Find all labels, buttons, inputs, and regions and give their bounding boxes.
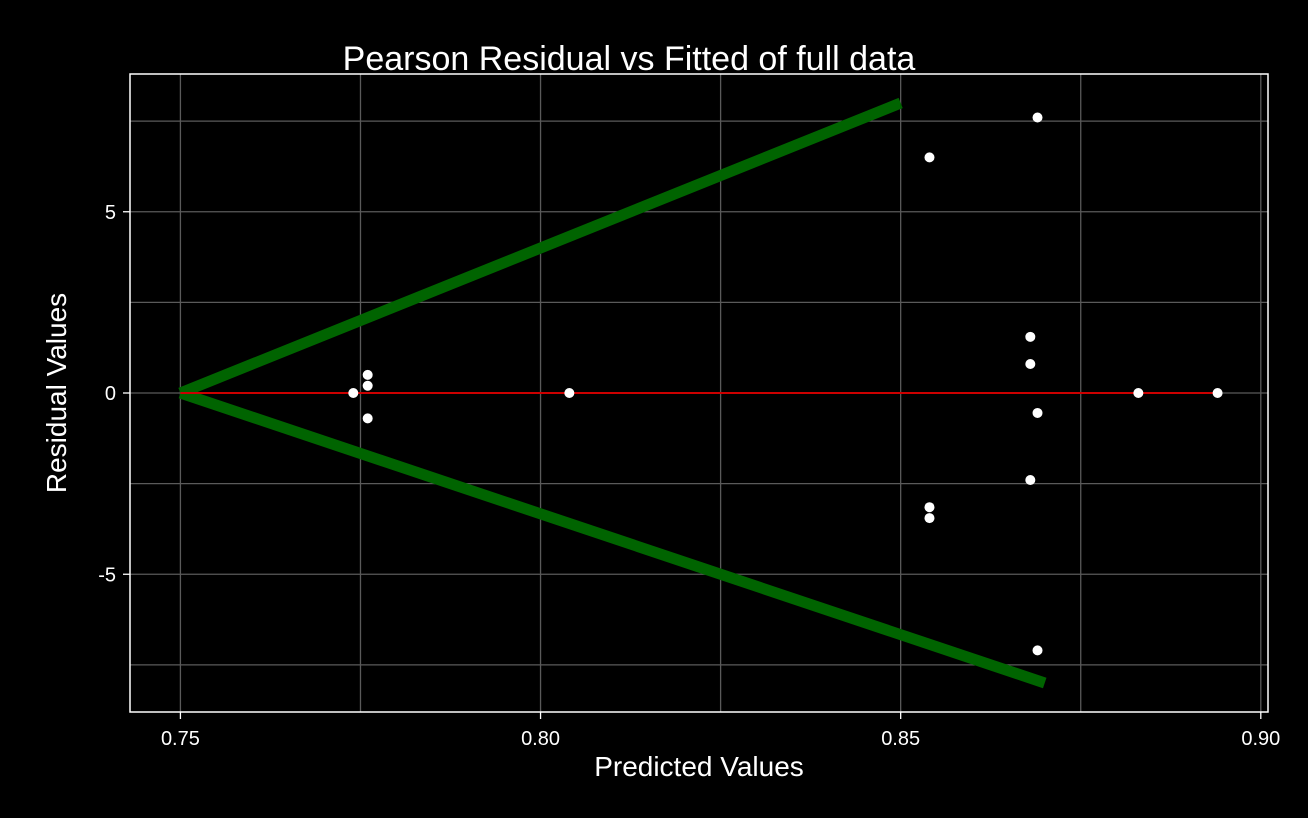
data-point [1025, 475, 1036, 485]
y-tick-label: 0 [105, 383, 116, 405]
data-point [1212, 388, 1223, 398]
x-tick-label: 0.90 [1241, 728, 1280, 750]
data-point [924, 513, 935, 524]
data-point [1025, 331, 1036, 342]
x-tick-label: 0.85 [881, 728, 920, 750]
y-tick-label: 5 [105, 202, 116, 224]
data-point [1032, 645, 1043, 656]
data-point [1032, 407, 1043, 418]
funnel-line [178, 387, 1047, 689]
y-axis-title: Residual Values [41, 293, 72, 493]
funnel-line [178, 97, 903, 399]
data-point [1133, 388, 1144, 398]
data-point [1032, 112, 1043, 123]
data-point [362, 380, 373, 391]
data-point [362, 413, 373, 424]
plot-series [178, 97, 1223, 689]
data-point [924, 152, 935, 163]
x-axis-title: Predicted Values [594, 751, 804, 782]
data-point [362, 369, 373, 380]
data-point [348, 388, 359, 398]
x-tick-label: 0.75 [161, 728, 200, 750]
data-point [1025, 359, 1036, 369]
y-tick-label: -5 [98, 564, 116, 586]
chart-title: Pearson Residual vs Fitted of full data [343, 40, 916, 78]
x-tick-label: 0.80 [521, 728, 560, 750]
data-point [564, 388, 575, 398]
data-point [924, 502, 935, 513]
tick-marks [123, 211, 1262, 719]
